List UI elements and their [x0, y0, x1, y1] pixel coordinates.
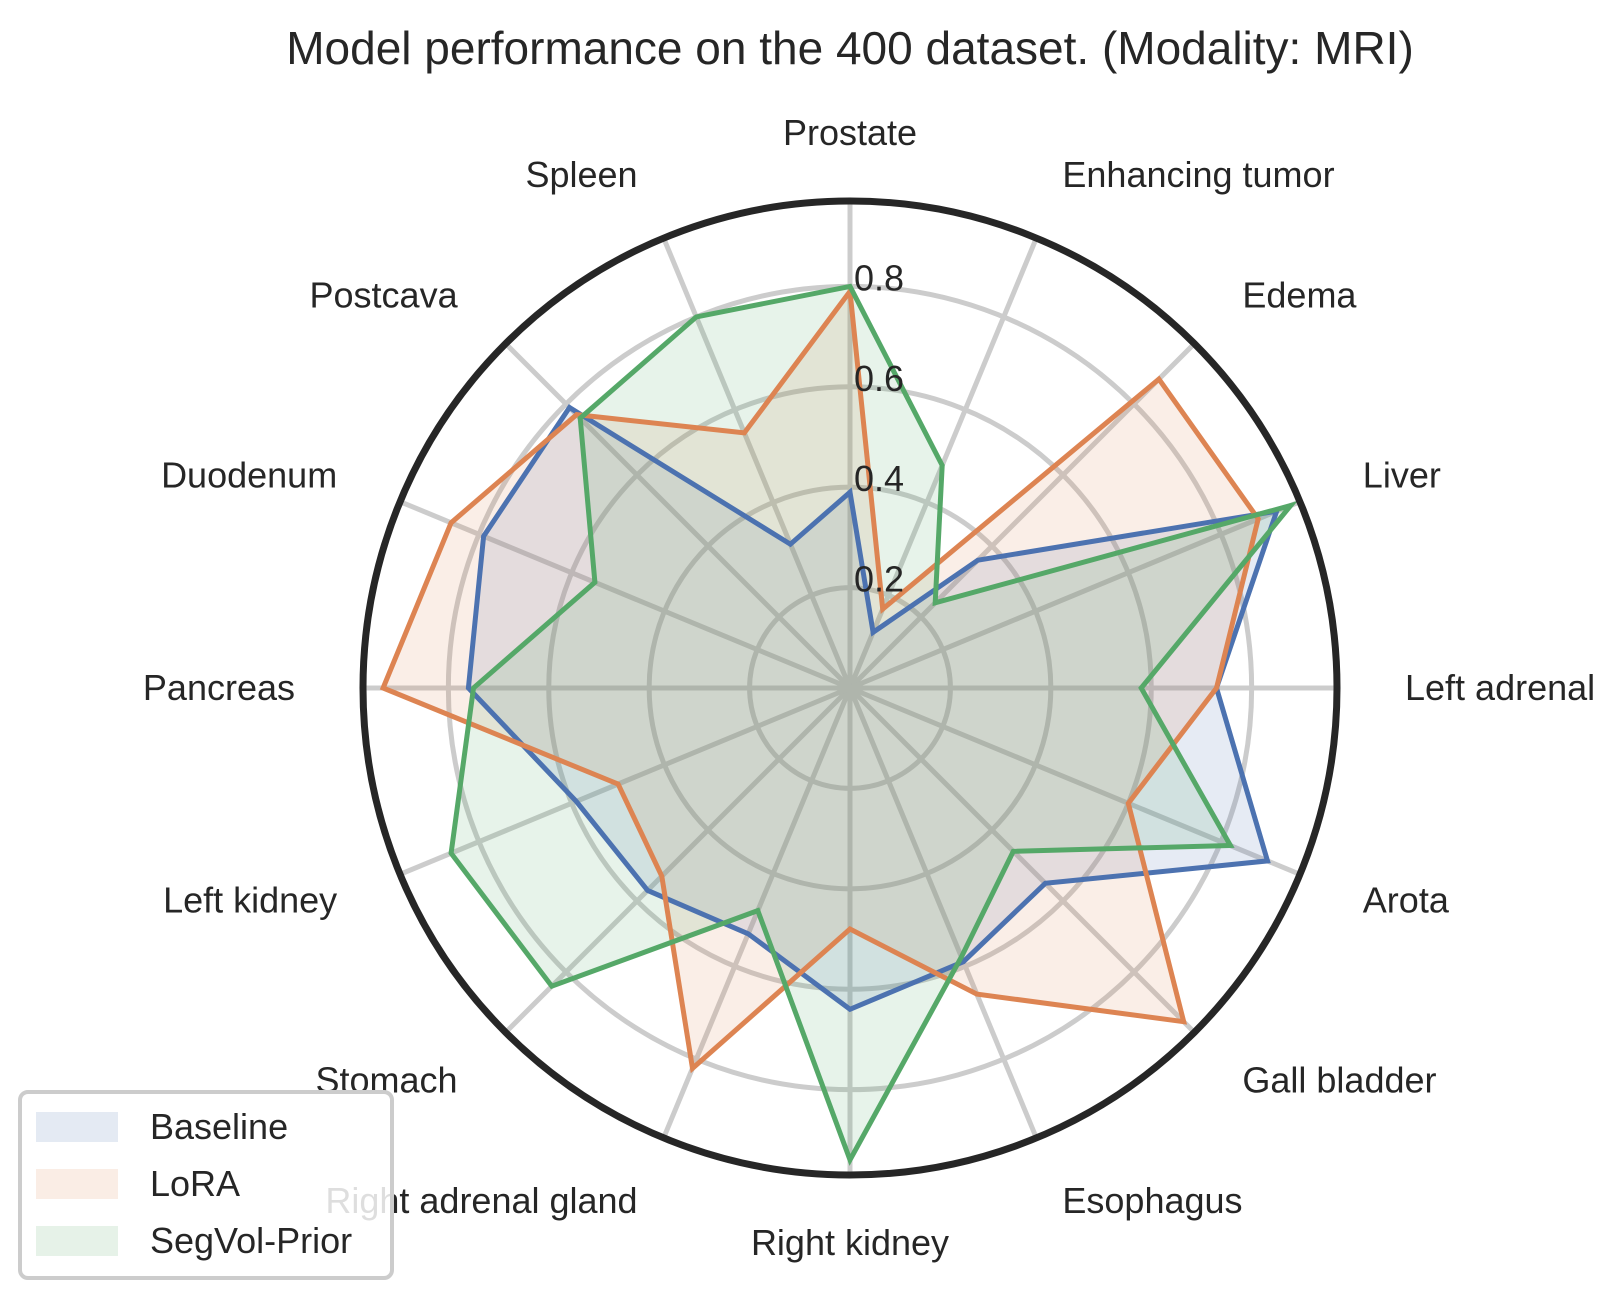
series-line-lora — [379, 284, 1261, 1074]
series-line-segvol-prior — [448, 283, 1298, 1166]
chart-title: Model performance on the 400 dataset. (M… — [286, 22, 1414, 74]
category-label-liver: Liver — [1363, 455, 1441, 496]
category-label-left-adrenal-gland: Left adrenal gland — [1405, 667, 1600, 708]
category-label-prostate: Prostate — [783, 112, 917, 153]
spoke-gall-bladder — [848, 686, 1197, 1035]
spoke-stomach — [503, 686, 852, 1035]
category-label-edema: Edema — [1242, 275, 1357, 316]
legend-swatch-lora — [36, 1169, 118, 1199]
category-labels: Prostate Enhancing tumor Edema Liver Left ad… — [143, 112, 1600, 1263]
rtick-label-0-2: 0.2 — [854, 559, 904, 600]
category-label-enhancing-tumor: Enhancing tumor — [1062, 154, 1334, 195]
spoke-duodenum — [399, 499, 851, 691]
series-area-baseline — [468, 407, 1277, 1010]
legend: Baseline LoRA SegVol-Prior — [18, 1090, 394, 1280]
legend-label-baseline: Baseline — [150, 1106, 288, 1147]
series-line-baseline — [465, 404, 1281, 1013]
category-label-spleen: Spleen — [525, 154, 637, 195]
category-label-right-kidney: Right kidney — [751, 1222, 949, 1263]
spoke-esophagus — [847, 687, 1039, 1139]
outer-circle — [359, 197, 1341, 1179]
category-label-postcava: Postcava — [310, 275, 459, 316]
spoke-left-kidney — [399, 685, 851, 877]
legend-box — [18, 1090, 394, 1280]
spoke-liver — [849, 499, 1301, 691]
legend-swatch-baseline — [36, 1112, 118, 1142]
legend-label-segvol-prior: SegVol-Prior — [150, 1220, 352, 1261]
rtick-label-0-6: 0.6 — [854, 358, 904, 399]
category-label-pancreas: Pancreas — [143, 667, 295, 708]
legend-swatch-segvol-prior — [36, 1226, 118, 1256]
spoke-edema — [848, 341, 1197, 690]
series-area-segvol-prior — [451, 286, 1291, 1160]
spoke-spleen — [661, 237, 853, 689]
spoke-postcava — [503, 341, 852, 690]
rtick-label-0-8: 0.8 — [854, 257, 904, 298]
series-area-lora — [383, 291, 1259, 1069]
category-label-duodenum: Duodenum — [161, 455, 337, 496]
radar-frame — [359, 197, 1341, 1179]
rtick-label-0-4: 0.4 — [854, 458, 904, 499]
category-label-gall-bladder: Gall bladder — [1242, 1059, 1436, 1100]
category-label-esophagus: Esophagus — [1062, 1180, 1242, 1221]
radial-tick-labels: 0.2 0.4 0.6 0.8 — [854, 257, 904, 599]
category-label-arota: Arota — [1363, 879, 1450, 920]
category-label-left-kidney: Left kidney — [163, 879, 337, 920]
legend-label-lora: LoRA — [150, 1163, 240, 1204]
series-layer — [379, 283, 1298, 1166]
